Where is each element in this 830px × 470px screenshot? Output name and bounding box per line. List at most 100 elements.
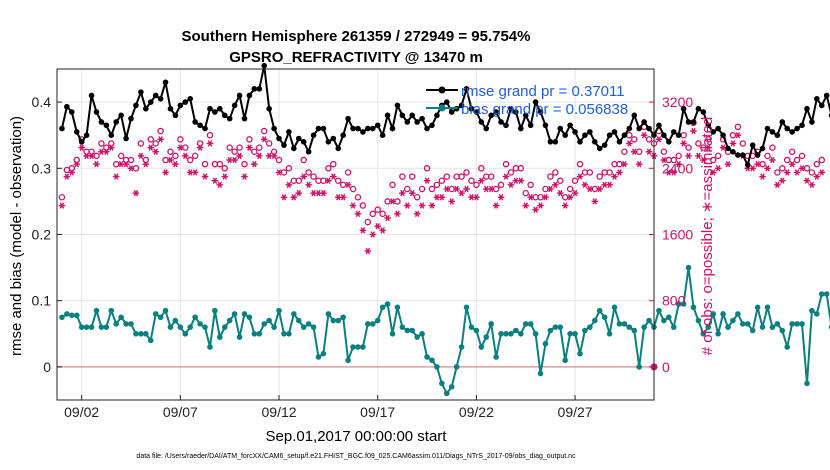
obs-possible-point: [236, 144, 243, 151]
bias-point: [522, 321, 529, 327]
rmse-point: [276, 135, 282, 142]
bias-point: [424, 354, 430, 360]
obs-assimilated-point: [196, 144, 204, 151]
bias-point: [764, 304, 771, 311]
bias-point: [443, 390, 450, 397]
obs-assimilated-point: [78, 144, 85, 151]
obs-assimilated-point: [172, 160, 179, 168]
obs-assimilated-point: [655, 136, 663, 143]
bias-point: [725, 324, 731, 330]
rmse-point: [799, 122, 805, 129]
rmse-point: [823, 92, 830, 99]
y-axis-label: rmse and bias (model - observation): [8, 116, 25, 356]
bias-point: [202, 324, 208, 330]
obs-possible-point: [788, 148, 796, 155]
obs-assimilated-point: [527, 194, 534, 201]
rmse-point: [567, 122, 573, 129]
bias-point: [685, 264, 692, 271]
obs-possible-point: [438, 177, 446, 184]
y-tick-label: 0.4: [32, 94, 52, 110]
rmse-point: [379, 132, 386, 138]
rmse-point: [443, 99, 450, 105]
bias-point: [666, 314, 672, 321]
obs-possible-point: [305, 169, 312, 176]
y2-tick-label: 1600: [662, 227, 693, 243]
x-tick-label: 09/22: [459, 404, 494, 420]
rmse-point: [261, 62, 268, 69]
obs-assimilated-point: [606, 181, 613, 189]
x-tick-label: 09/17: [360, 404, 395, 420]
rmse-point: [187, 95, 194, 102]
obs-assimilated-point: [709, 169, 717, 176]
bias-point: [483, 334, 490, 340]
rmse-point: [429, 122, 435, 129]
obs-possible-point: [334, 177, 342, 184]
bias-point: [365, 321, 371, 327]
obs-assimilated-point: [700, 156, 707, 164]
obs-assimilated-point: [162, 169, 169, 176]
bias-point: [710, 311, 717, 317]
rmse-point: [666, 139, 672, 145]
rmse-point: [73, 129, 80, 135]
legend: rmse grand pr = 0.37011 bias grand pr = …: [426, 83, 628, 118]
rmse-point: [700, 109, 707, 115]
obs-assimilated-point: [112, 173, 120, 180]
bias-point: [394, 304, 401, 311]
rmse-point: [64, 103, 70, 110]
bias-point: [335, 317, 342, 324]
bias-point: [621, 321, 628, 327]
bias-point: [749, 327, 756, 334]
obs-assimilated-point: [522, 202, 530, 209]
rmse-point: [182, 99, 189, 105]
rmse-point: [577, 139, 583, 145]
obs-assimilated-point: [537, 202, 544, 209]
bias-point: [720, 311, 726, 317]
obs-possible-point: [428, 185, 436, 193]
obs-assimilated-point: [492, 202, 500, 209]
rmse-point: [389, 125, 396, 132]
obs-possible-point: [695, 140, 702, 147]
chart-subtitle: GPSRO_REFRACTIVITY @ 13470 m: [229, 49, 483, 66]
rmse-point: [552, 139, 559, 145]
obs-possible-point: [423, 165, 431, 172]
rmse-point: [143, 105, 149, 112]
obs-possible-point: [221, 165, 229, 172]
rmse-point: [498, 119, 504, 125]
obs-possible-point: [631, 136, 638, 143]
bias-point: [192, 314, 198, 321]
bias-point: [241, 311, 248, 317]
rmse-point: [809, 119, 815, 125]
rmse-point: [315, 125, 322, 132]
obs-assimilated-point: [616, 169, 623, 176]
y2-tick-label: 800: [662, 293, 686, 309]
rmse-point: [281, 142, 287, 148]
bias-point: [818, 291, 825, 297]
rmse-point: [606, 132, 613, 138]
rmse-point: [207, 105, 213, 112]
rmse-point: [286, 129, 292, 135]
rmse-point: [749, 142, 756, 148]
bias-point: [661, 317, 667, 324]
bias-point: [675, 301, 682, 307]
rmse-point: [69, 109, 75, 115]
obs-assimilated-point: [463, 185, 470, 193]
bias-point: [606, 331, 613, 337]
obs-possible-point: [764, 152, 771, 160]
obs-possible-point: [478, 165, 485, 172]
bias-point: [123, 321, 129, 327]
bias-point: [656, 307, 662, 314]
rmse-point: [404, 119, 411, 125]
rmse-point: [310, 132, 317, 138]
bias-point: [631, 327, 638, 334]
rmse-point: [113, 119, 120, 125]
rmse-point: [231, 102, 238, 109]
obs-possible-point: [364, 218, 372, 226]
rmse-point: [266, 105, 272, 112]
obs-assimilated-point: [107, 144, 115, 151]
bias-point: [69, 312, 75, 319]
obs-possible-point: [566, 185, 574, 193]
rmse-point: [572, 129, 578, 135]
axis-ticks: 09/02 09/07 09/12 09/17 09/22 09/27 0 0.1 0.2 0.3…: [32, 94, 694, 420]
obs-possible-point: [527, 181, 534, 189]
obs-possible-point: [226, 144, 233, 151]
